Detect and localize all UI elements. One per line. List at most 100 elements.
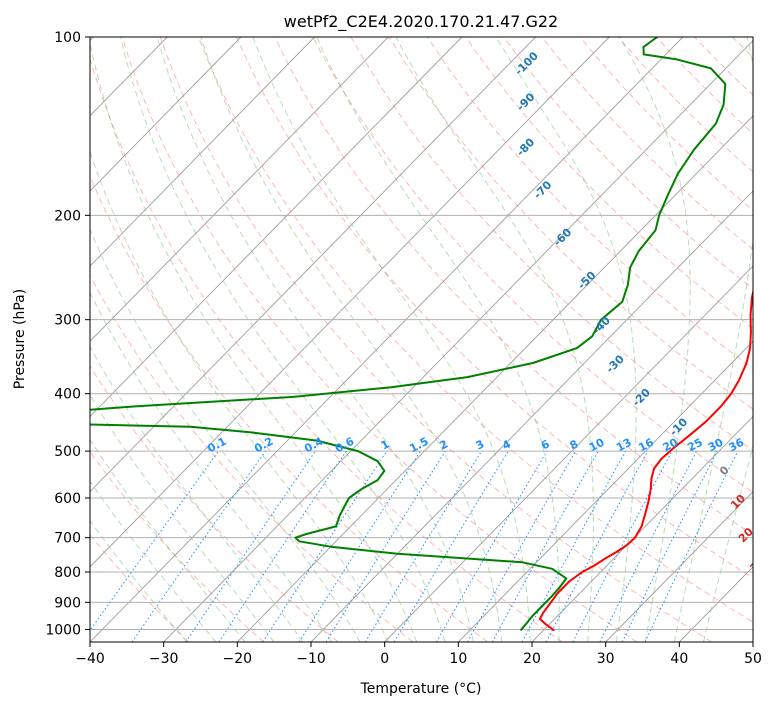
x-tick-label: 30: [597, 651, 615, 667]
mixing-ratio-line: [545, 450, 649, 642]
moist-adiabat-line: [90, 41, 418, 642]
dry-adiabat-line: [312, 37, 753, 493]
mixing-ratio-line: [572, 450, 673, 642]
isotherm-line: [90, 37, 242, 192]
mixing-ratio-label: 10: [587, 436, 607, 455]
x-tick-label: 20: [523, 651, 541, 667]
moist-adiabat-line: [395, 37, 594, 642]
temperature-label: 10: [728, 492, 748, 512]
x-axis-title: Temperature (°C): [360, 681, 482, 697]
mixing-ratio-label: 36: [727, 436, 747, 455]
height-label: -50: [575, 268, 598, 291]
moist-adiabat-line: [200, 37, 503, 642]
isotherm-line: [531, 415, 753, 642]
height-label: -100: [512, 49, 541, 78]
y-tick-label: 1000: [45, 622, 81, 638]
temperature-profile-line: [538, 288, 753, 632]
x-tick-label: 10: [449, 651, 467, 667]
temperature-label: 40: [766, 581, 775, 601]
mixing-ratio-label: 8: [568, 437, 581, 452]
dry-adiabat-line: [694, 37, 753, 96]
moist-adiabat-line: [90, 394, 275, 642]
height-label: -60: [551, 226, 574, 249]
plot-frame: [89, 36, 754, 643]
x-tick-label: −20: [223, 651, 253, 667]
isotherm-line: [90, 37, 684, 642]
temperature-label: 30: [748, 554, 768, 574]
mixing-ratio-label: 20: [661, 436, 681, 455]
mixing-ratio-label: 2: [437, 437, 450, 452]
chart-title: wetPf2_C2E4.2020.170.21.47.G22: [284, 12, 558, 32]
height-label: -80: [514, 135, 537, 158]
mixing-ratio-line: [325, 450, 446, 642]
x-tick-label: −10: [296, 651, 326, 667]
isotherm-line: [384, 265, 753, 642]
mixing-ratio-line: [435, 450, 548, 642]
dry-adiabat-line: [90, 175, 488, 642]
dry-adiabat-line: [90, 533, 190, 642]
moist-adiabat-line: [90, 480, 217, 642]
height-label: -30: [604, 352, 627, 375]
mixing-ratio-line: [393, 450, 509, 642]
mixing-ratio-line: [131, 450, 266, 642]
mixing-ratio-label: 0.4: [302, 435, 326, 456]
mixing-ratio-line: [185, 450, 316, 642]
mixing-ratio-line: [90, 450, 220, 632]
x-tick-label: 40: [670, 651, 688, 667]
axis-layer: −40 −30 −20 −10 0 10 20 30 40 5010020030040050060…: [45, 30, 762, 667]
temperature-label: 0: [717, 463, 732, 478]
moist-adiabat-line: [90, 150, 389, 642]
isotherm-line: [90, 37, 315, 267]
isotherm-line: [90, 37, 610, 568]
isotherm-line: [458, 340, 753, 642]
mixing-ratio-label: 3: [474, 437, 487, 452]
y-tick-label: 300: [54, 313, 81, 329]
mixing-ratio-label: 1.5: [407, 435, 430, 456]
x-tick-label: −40: [75, 651, 105, 667]
moist-adiabat-line: [90, 438, 246, 642]
y-tick-label: 200: [54, 208, 81, 224]
dry-adiabat-line: [90, 451, 264, 642]
dry-adiabat-line: [274, 37, 753, 536]
dry-adiabat-line: [90, 56, 563, 642]
mixing-ratio-label: 6: [539, 437, 552, 452]
dry-adiabat-line: [236, 37, 753, 579]
isotherm-line: [90, 37, 536, 493]
mixing-ratio-label: 16: [636, 436, 656, 455]
moist-adiabat-line: [252, 37, 531, 642]
moist-adiabat-line: [495, 37, 637, 642]
data-layer: [90, 37, 753, 632]
isotherm-line: [90, 37, 463, 418]
mixing-ratio-line: [491, 450, 599, 642]
moist-adiabat-line: [702, 444, 753, 642]
mixing-ratio-line: [621, 450, 718, 642]
y-tick-label: 400: [54, 387, 81, 403]
moist-adiabat-line: [673, 37, 753, 642]
grid-layer: [90, 37, 775, 642]
mixing-ratio-label: 30: [706, 436, 726, 455]
dry-adiabat-line: [197, 37, 753, 623]
mixing-ratio-line: [298, 450, 422, 642]
y-tick-label: 500: [54, 444, 81, 460]
dry-adiabat-line: [90, 274, 414, 642]
moist-adiabat-line: [90, 345, 304, 642]
moist-adiabat-line: [619, 37, 691, 642]
isotherm-line: [163, 39, 753, 642]
dry-adiabat-line: [503, 37, 753, 290]
dry-adiabat-line: [655, 37, 753, 135]
dry-adiabat-line: [771, 37, 775, 642]
moist-adiabat-line: [90, 291, 332, 642]
y-tick-label: 900: [54, 595, 81, 611]
dry-adiabat-line: [90, 365, 339, 642]
dry-adiabat-line: [732, 37, 753, 58]
isotherm-line: [752, 641, 753, 642]
mixing-ratio-label: 13: [614, 436, 634, 455]
mixing-ratio-line: [262, 450, 388, 642]
moist-adiabat-line: [156, 37, 474, 642]
mixing-ratio-label: 0.2: [252, 435, 275, 456]
isotherm-line: [90, 37, 389, 342]
height-label: -10: [667, 415, 690, 438]
mixing-ratio-label: 1: [379, 437, 392, 452]
isotherm-line: [310, 190, 753, 642]
